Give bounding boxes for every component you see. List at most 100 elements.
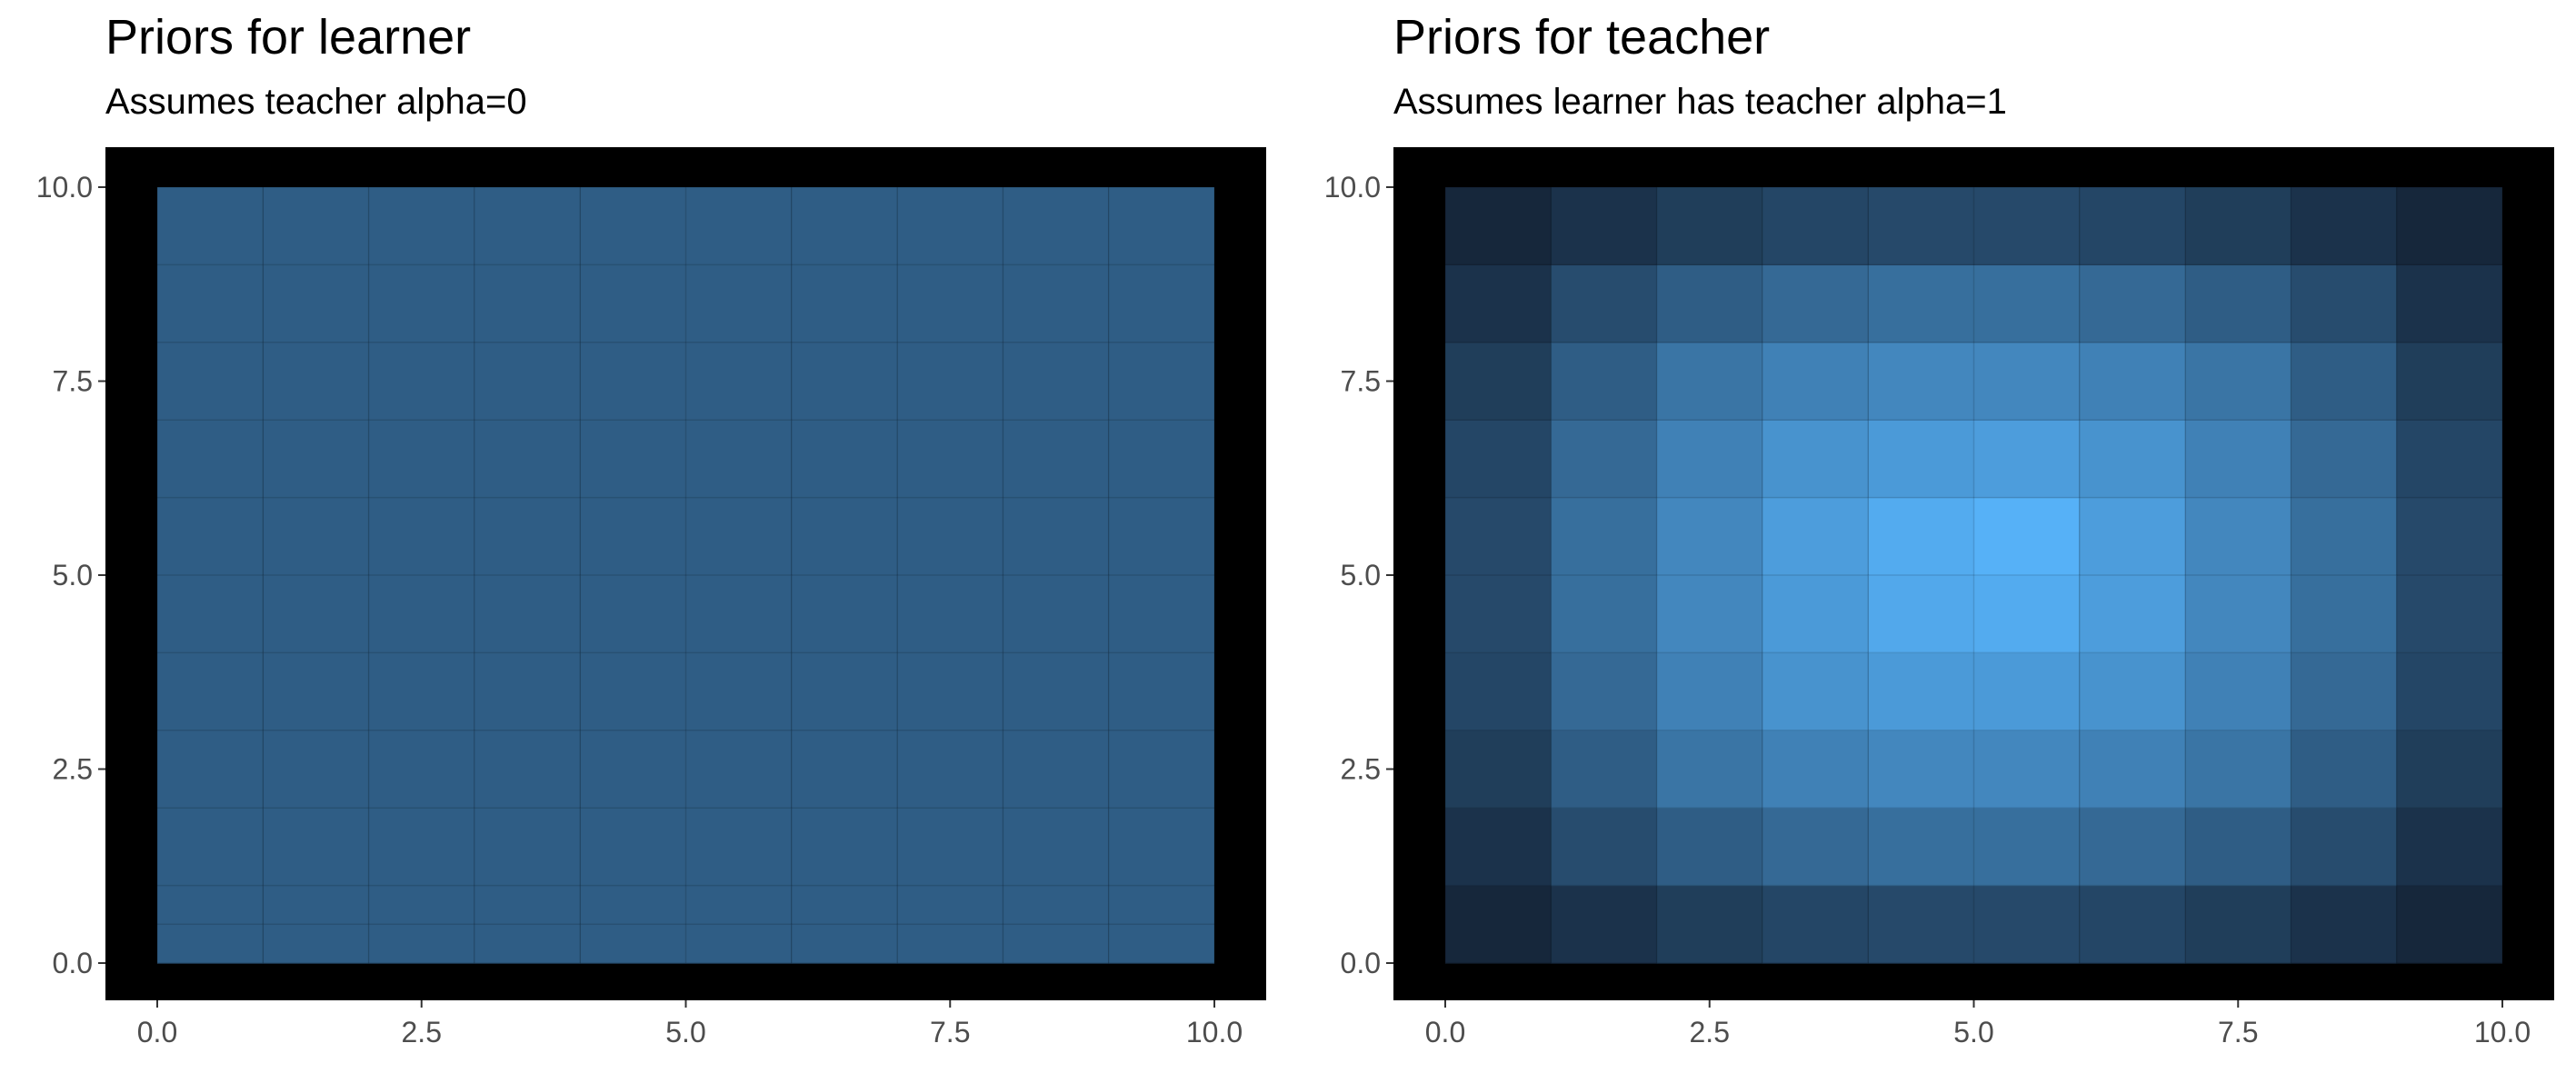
heatmap-cell: [474, 187, 581, 265]
heatmap-cell: [474, 808, 581, 887]
heatmap-cell: [1973, 885, 2080, 964]
heatmap-cell: [791, 808, 898, 887]
heatmap-cell: [474, 264, 581, 343]
heatmap-cell: [2079, 420, 2186, 499]
heatmap-cell: [2185, 342, 2291, 421]
heatmap-cell: [897, 420, 1003, 499]
heatmap-cell: [368, 730, 474, 809]
heatmap-cell: [368, 342, 474, 421]
heatmap-cell: [1003, 885, 1109, 925]
heatmap-cell: [1003, 924, 1109, 964]
chart-title: Priors for learner: [105, 10, 472, 65]
heatmap-cell: [1445, 885, 1552, 964]
heatmap-cell: [1445, 420, 1552, 499]
heatmap-cell: [2396, 885, 2502, 964]
heatmap-cell: [1003, 420, 1109, 499]
heatmap-cell: [157, 730, 264, 809]
heatmap-cell: [157, 420, 264, 499]
heatmap-cell: [791, 924, 898, 964]
heatmap-cell: [1003, 575, 1109, 653]
y-tick-label: 10.0: [1324, 171, 1381, 204]
heatmap-cell: [2079, 652, 2186, 731]
heatmap-cell: [791, 264, 898, 343]
heatmap-cell: [1868, 264, 1974, 343]
heatmap-cell: [2291, 652, 2397, 731]
heatmap-cell: [157, 187, 264, 265]
x-tick-label: 10.0: [2474, 1016, 2531, 1048]
heatmap-cell: [1973, 652, 2080, 731]
teacher-prior-panel: Priors for teacher Assumes learner has t…: [1288, 0, 2576, 1073]
x-tick-label: 5.0: [665, 1016, 705, 1048]
heatmap-cell: [2291, 575, 2397, 653]
heatmap-cell: [897, 730, 1003, 809]
heatmap-cell: [474, 342, 581, 421]
heatmap-cell: [2396, 187, 2502, 265]
y-tick-label: 7.5: [1341, 365, 1381, 398]
heatmap-cell: [1973, 497, 2080, 576]
heatmap-cell: [2185, 885, 2291, 964]
heatmap-cell: [1656, 420, 1762, 499]
heatmap-cell: [1108, 420, 1214, 499]
heatmap-cell: [1656, 264, 1762, 343]
heatmap-cell: [368, 924, 474, 964]
heatmap-cell: [580, 187, 686, 265]
heatmap-cell: [368, 187, 474, 265]
heatmap-cell: [1445, 808, 1552, 887]
heatmap-cell: [1003, 808, 1109, 887]
y-tick-label: 0.0: [53, 947, 93, 979]
heatmap-cell: [791, 730, 898, 809]
heatmap-cell: [2185, 575, 2291, 653]
heatmap-cell: [685, 420, 792, 499]
grid-lines: [156, 186, 1215, 964]
x-tick-label: 7.5: [930, 1016, 970, 1048]
heatmap-cell: [1656, 187, 1762, 265]
heatmap-cell: [580, 264, 686, 343]
heatmap-cell: [1551, 187, 1657, 265]
heatmap-cell: [791, 187, 898, 265]
heatmap-cell: [1656, 342, 1762, 421]
heatmap-cell: [1445, 575, 1552, 653]
heatmap-cell: [2079, 342, 2186, 421]
heatmap-cell: [1868, 808, 1974, 887]
heatmap-cell: [263, 497, 369, 576]
heatmap-cell: [580, 420, 686, 499]
heatmap-cell: [580, 342, 686, 421]
heatmap-cell: [2079, 497, 2186, 576]
heatmap-cell: [263, 264, 369, 343]
x-tick-label: 10.0: [1186, 1016, 1243, 1048]
heatmap-cell: [685, 730, 792, 809]
heatmap-cell: [1551, 342, 1657, 421]
heatmap-cell: [1445, 187, 1552, 265]
heatmap-cell: [897, 575, 1003, 653]
y-tick-label: 10.0: [36, 171, 93, 204]
heatmap-cell: [157, 575, 264, 653]
grid-lines: [1444, 186, 2503, 964]
heatmap-cell: [368, 575, 474, 653]
heatmap-cell: [1551, 808, 1657, 887]
heatmap-cell: [1003, 730, 1109, 809]
heatmap-cell: [1108, 808, 1214, 887]
heatmap-cell: [1445, 497, 1552, 576]
heatmap-cell: [1868, 730, 1974, 809]
heatmap-cell: [685, 652, 792, 731]
chart-subtitle: Assumes learner has teacher alpha=1: [1393, 82, 2007, 122]
heatmap-cell: [1656, 808, 1762, 887]
heatmap-cell: [2291, 187, 2397, 265]
heatmap-cell: [1973, 187, 2080, 265]
heatmap-cell: [685, 264, 792, 343]
y-tick-label: 7.5: [53, 365, 93, 398]
heatmap-cell: [2185, 652, 2291, 731]
heatmap-cell: [2291, 497, 2397, 576]
heatmap-cell: [1762, 420, 1869, 499]
heatmap-cell: [1108, 497, 1214, 576]
heatmap-cell: [1762, 652, 1869, 731]
heatmap-cell: [1973, 808, 2080, 887]
x-tick-label: 0.0: [137, 1016, 177, 1048]
heatmap-cell: [1003, 342, 1109, 421]
heatmap-cell: [1868, 187, 1974, 265]
heatmap-cell: [1762, 885, 1869, 964]
heatmap-cell: [1656, 575, 1762, 653]
heatmap-cell: [791, 575, 898, 653]
heatmap-cell: [1656, 730, 1762, 809]
heatmap-cell: [1762, 808, 1869, 887]
